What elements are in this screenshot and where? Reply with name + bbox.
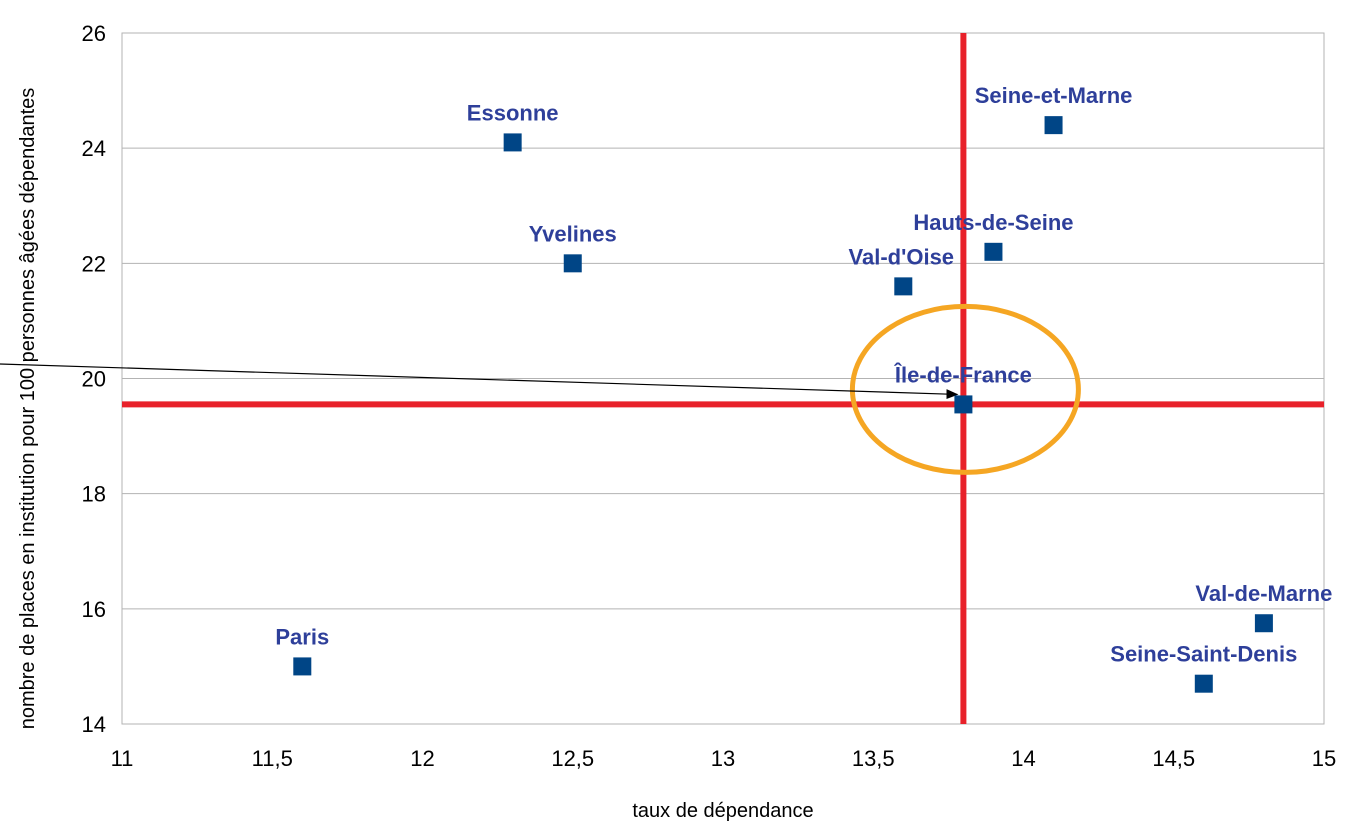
point-label: Paris	[275, 624, 329, 649]
x-axis-ticks: 11 11,5 12 12,5 13 13,5 14 14,5 15	[111, 746, 1337, 771]
point-label: Hauts-de-Seine	[913, 210, 1073, 235]
data-point: Île-de-France	[894, 362, 1032, 414]
point-marker	[503, 133, 522, 152]
point-label: Seine-Saint-Denis	[1110, 642, 1297, 667]
data-point: Val-de-Marne	[1195, 581, 1332, 633]
y-axis-label: nombre de places en institution pour 100…	[17, 88, 39, 730]
x-tick-label: 14	[1011, 746, 1035, 771]
x-tick-label: 11	[111, 746, 134, 771]
data-point: Seine-Saint-Denis	[1110, 642, 1297, 693]
x-tick-label: 11,5	[252, 746, 293, 771]
point-marker	[1044, 116, 1063, 135]
gridlines	[122, 32, 1324, 725]
point-marker	[1254, 614, 1273, 633]
x-tick-label: 13,5	[852, 746, 895, 771]
point-label: Essonne	[467, 100, 559, 125]
data-point: Hauts-de-Seine	[913, 210, 1074, 261]
plot-area	[121, 32, 1325, 725]
y-tick-label: 14	[82, 712, 106, 737]
point-marker	[1194, 674, 1213, 693]
y-tick-label: 22	[82, 251, 106, 276]
x-axis-label: taux de dépendance	[632, 800, 813, 822]
reference-lines	[122, 33, 1324, 724]
point-marker	[954, 395, 973, 414]
data-point: Yvelines	[529, 221, 617, 273]
x-tick-label: 12,5	[551, 746, 594, 771]
annotations	[0, 303, 1081, 475]
point-label: Val-de-Marne	[1195, 581, 1332, 606]
annotation-arrow	[0, 363, 959, 400]
highlight-ellipse	[849, 303, 1081, 475]
y-tick-label: 18	[82, 482, 106, 507]
point-marker	[293, 657, 312, 676]
point-label: Val-d'Oise	[849, 244, 955, 269]
data-point: Val-d'Oise	[849, 244, 955, 296]
data-point: Paris	[275, 624, 329, 676]
y-tick-label: 26	[82, 21, 106, 46]
point-label: Île-de-France	[894, 362, 1032, 387]
data-points: Paris Essonne Yvelines Val-d'Oise Île-de-Fra…	[275, 83, 1332, 693]
point-label: Seine-et-Marne	[975, 83, 1133, 108]
x-tick-label: 12	[410, 746, 434, 771]
point-label: Yvelines	[529, 221, 617, 246]
y-tick-label: 20	[82, 367, 106, 392]
y-tick-label: 16	[82, 597, 106, 622]
point-marker	[563, 254, 582, 273]
data-point: Seine-et-Marne	[975, 83, 1133, 135]
x-tick-label: 14,5	[1152, 746, 1195, 771]
x-tick-label: 15	[1312, 746, 1336, 771]
point-marker	[984, 242, 1003, 261]
point-marker	[894, 277, 913, 296]
x-tick-label: 13	[711, 746, 735, 771]
y-tick-label: 24	[82, 136, 106, 161]
y-axis-ticks: 14 16 18 20 22 24 26	[82, 21, 106, 737]
data-point: Essonne	[467, 100, 559, 152]
